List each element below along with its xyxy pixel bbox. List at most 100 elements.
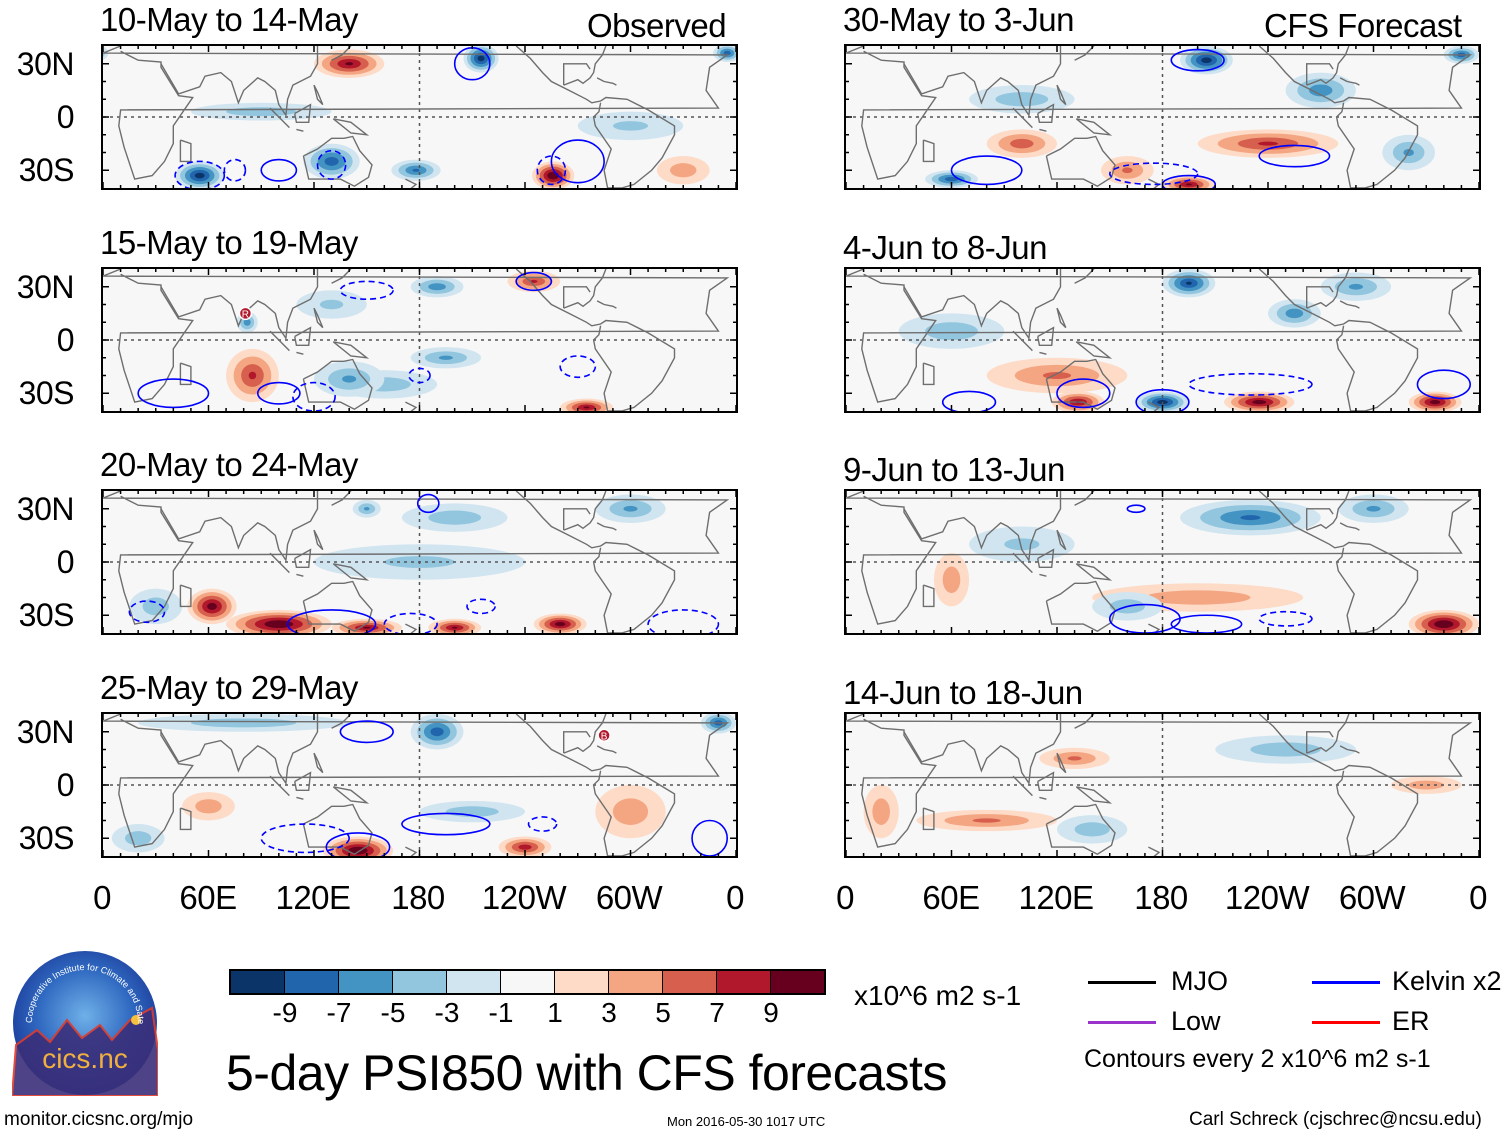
figure-title: 5-day PSI850 with CFS forecasts [226,1045,947,1101]
panel-title: 9-Jun to 13-Jun [843,451,1065,488]
colorbar-swatch [609,971,663,993]
negative-anomaly [138,714,350,732]
negative-anomaly [1338,494,1409,523]
lon-label: 60W [595,879,663,916]
colorbar-label: 9 [763,997,779,1028]
positive-anomaly [656,156,710,185]
kelvin-contour-positive [1135,388,1190,411]
kelvin-contour-positive [1126,504,1146,514]
negative-anomaly [925,170,978,188]
negative-anomaly [1215,735,1356,764]
positive-anomaly [1162,175,1216,188]
kelvin-contours [941,369,1472,411]
legend-er-line [1312,1021,1380,1024]
positive-anomaly [226,348,279,403]
colorbar-swatch [555,971,609,993]
negative-anomaly [1180,499,1321,536]
map-panel-forecast-2 [844,267,1481,413]
logo-text: cics.nc [42,1043,128,1074]
cics-logo: Cooperative Institute for Climate and Sa… [12,950,158,1096]
positive-anomaly [1039,747,1110,770]
negative-anomaly [1285,72,1356,109]
kelvin-contour-positive [1170,614,1243,633]
lon-label: 60W [1338,879,1406,916]
map-panel-observed-4: B [101,712,738,858]
colorbar-label: 1 [547,997,563,1028]
observed-label: Observed [587,7,727,44]
shading-layer [898,269,1462,411]
negative-anomaly [577,111,684,141]
lon-label: 0 [836,879,854,916]
lon-label: 60E [922,879,980,916]
negative-anomaly [410,347,482,369]
lat-label: 30S [18,375,75,412]
axis-ticks [846,491,1479,633]
kelvin-contour-positive [260,158,298,182]
positive-anomaly [560,398,613,411]
lat-label: 30S [18,597,75,634]
kelvin-contour-negative [559,355,597,379]
kelvin-contour-negative [527,816,558,832]
lon-label: 120W [481,879,567,916]
positive-anomaly [1197,129,1339,158]
contour-interval-note: Contours every 2 x10^6 m2 s-1 [1084,1045,1431,1073]
negative-anomaly [401,503,508,532]
colorbar-label: -7 [326,997,352,1028]
kelvin-contour-positive [1258,144,1331,168]
kelvin-contours [260,720,729,856]
kelvin-contour-positive [1056,378,1111,409]
kelvin-contour-negative [1258,610,1313,627]
axis-ticks [103,714,736,856]
lon-label: 60E [179,879,237,916]
axis-ticks [846,714,1479,856]
lon-label: 0 [726,879,744,916]
footer-url: monitor.cicsnc.org/mjo [4,1109,194,1130]
negative-anomaly [1180,46,1233,75]
kelvin-contour-positive [256,381,301,405]
colorbar-swatch [663,971,717,993]
negative-anomaly [296,290,367,319]
negative-anomaly [410,714,464,750]
coastlines [103,46,730,188]
positive-anomaly [428,618,482,633]
lon-label: 180 [1134,879,1188,916]
lat-label: 30N [16,45,75,82]
storm-marker: B [597,728,611,742]
footer-author: Carl Schreck (cjschrec@ncsu.edu) [1189,1109,1482,1130]
kelvin-contour-positive [515,271,553,292]
lat-label: 0 [56,99,75,135]
panel-title: 15-May to 19-May [100,224,358,261]
lat-label: 0 [56,767,75,803]
kelvin-contour-negative [260,823,350,854]
shading-layer [111,714,736,856]
lon-label: 0 [93,879,111,916]
lat-label: 30S [18,152,75,189]
colorbar-label: -9 [272,997,298,1028]
kelvin-contour-negative [647,609,720,633]
kelvin-contours [1108,504,1313,633]
kelvin-contour-negative [128,600,166,624]
coastlines [846,46,1473,188]
negative-anomaly [175,161,225,188]
kelvin-contour-positive [137,378,210,409]
coastlines [846,269,1473,411]
coastlines [846,491,1473,633]
colorbar-swatch [501,971,555,993]
lat-label: 30N [16,268,75,305]
colorbar-label: 5 [655,997,671,1028]
negative-anomaly [595,494,666,523]
negative-anomaly [352,499,381,518]
panel-title: 30-May to 3-Jun [843,1,1074,38]
coastlines [846,714,1473,856]
lon-label: 120W [1224,879,1310,916]
positive-anomaly [916,809,1057,832]
map-panel-forecast-1 [844,44,1481,190]
lon-label: 120E [275,879,351,916]
positive-anomaly [986,129,1057,158]
colorbar-units: x10^6 m2 s-1 [854,980,1022,1011]
lon-label: 0 [1469,879,1487,916]
colorbar-label: -1 [488,997,514,1028]
legend-mjo-label: MJO [1171,966,1228,996]
map-panel-forecast-3 [844,489,1481,635]
colorbar-swatch [771,971,824,993]
